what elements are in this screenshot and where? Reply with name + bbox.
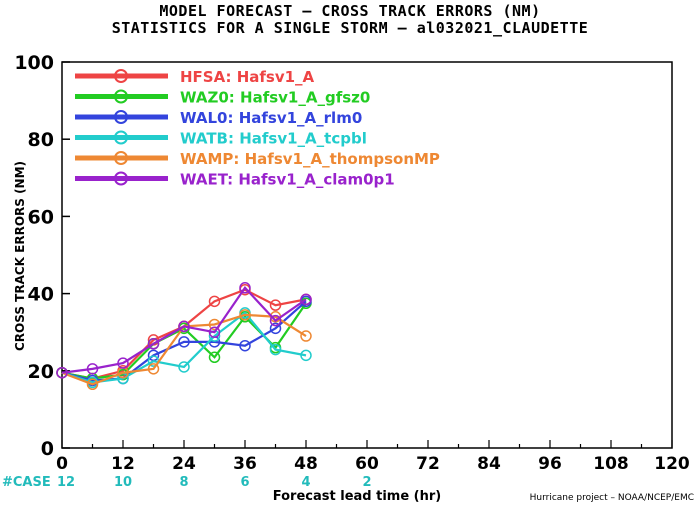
data-point (178, 361, 190, 373)
legend-item: WAET: Hafsv1_A_clam0p1 (75, 171, 395, 189)
legend-item: WAMP: Hafsv1_A_thompsonMP (75, 150, 440, 168)
legend-swatch-marker (114, 151, 128, 165)
legend-swatch-marker (114, 69, 128, 83)
data-point (147, 363, 160, 375)
series-line (61, 286, 307, 374)
legend-item: WAZ0: Hafsv1_A_gfsz0 (75, 89, 370, 107)
legend-item: WAL0: Hafsv1_A_rlm0 (75, 109, 362, 127)
case-count-value: 6 (240, 475, 249, 490)
plot-frame (61, 61, 673, 449)
data-point (269, 299, 282, 311)
data-point (56, 366, 68, 379)
y-tick-label: 20 (28, 361, 54, 383)
case-counts: #CASE 12 10 8 6 4 2 (2, 475, 372, 490)
x-tick-label: 0 (56, 454, 68, 474)
x-tick-label: 36 (233, 454, 257, 474)
legend: HFSA: Hafsv1_A WAZ0: Hafsv1_A_gfsz0 WAL0: … (75, 68, 440, 189)
case-count-value: 10 (114, 475, 132, 490)
data-point (178, 320, 190, 333)
case-count-value: 12 (57, 475, 75, 490)
legend-label: WAMP: Hafsv1_A_thompsonMP (180, 150, 440, 168)
axes: 0 20 40 60 80 100 0 12 24 36 48 60 72 84 96 108 120 (14, 52, 690, 474)
x-tick-label: 120 (654, 454, 690, 474)
data-point (269, 343, 282, 356)
y-tick-label: 100 (14, 52, 54, 74)
data-point (300, 330, 312, 342)
data-point (269, 322, 282, 335)
legend-swatch-marker (114, 110, 128, 124)
data-point (269, 314, 282, 327)
data-point (239, 339, 251, 352)
data-point (86, 378, 99, 391)
legend-label: HFSA: Hafsv1_A (180, 68, 315, 86)
x-tick-label: 108 (593, 454, 629, 474)
chart-subtitle: STATISTICS FOR A SINGLE STORM – al032021… (111, 19, 589, 37)
x-tick-label: 84 (477, 454, 501, 474)
data-point (208, 351, 221, 364)
case-count-value: 4 (301, 475, 310, 490)
y-tick-label: 80 (28, 129, 54, 151)
x-tick-label: 12 (111, 454, 135, 474)
y-tick-label: 60 (28, 206, 54, 228)
x-tick-label: 72 (416, 454, 440, 474)
y-axis-label: CROSS TRACK ERRORS (NM) (13, 161, 27, 351)
legend-item: HFSA: Hafsv1_A (75, 68, 315, 86)
legend-label: WAET: Hafsv1_A_clam0p1 (180, 171, 395, 189)
footer-credit: Hurricane project – NOAA/NCEP/EMC (529, 493, 694, 503)
y-tick-label: 0 (41, 438, 54, 460)
case-count-value: 2 (362, 475, 371, 490)
data-point (208, 295, 221, 308)
data-point (300, 293, 312, 306)
data-point (239, 309, 251, 321)
chart-title: MODEL FORECAST – CROSS TRACK ERRORS (NM) (159, 2, 541, 20)
data-point (239, 282, 251, 294)
legend-label: WAZ0: Hafsv1_A_gfsz0 (180, 89, 370, 107)
x-tick-label: 24 (172, 454, 196, 474)
legend-swatch-marker (114, 130, 128, 145)
data-point (300, 349, 312, 362)
data-point (86, 363, 99, 375)
legend-swatch-marker (114, 89, 128, 104)
x-tick-label: 60 (355, 454, 379, 474)
legend-label: WATB: Hafsv1_A_tcpbl (180, 130, 367, 148)
case-count-value: 8 (179, 475, 188, 490)
y-tick-label: 40 (28, 284, 54, 306)
series-line (61, 288, 307, 380)
series-lines (56, 282, 312, 391)
series (56, 282, 312, 379)
data-point (178, 336, 190, 348)
x-tick-label: 96 (538, 454, 562, 474)
data-point (208, 326, 221, 338)
x-axis-label: Forecast lead time (hr) (273, 489, 441, 504)
data-point (147, 338, 160, 350)
legend-swatch-marker (114, 171, 128, 186)
case-count-label: #CASE (2, 475, 51, 490)
legend-item: WATB: Hafsv1_A_tcpbl (75, 130, 367, 148)
legend-label: WAL0: Hafsv1_A_rlm0 (180, 109, 362, 127)
x-tick-label: 48 (294, 454, 318, 474)
data-point (117, 357, 129, 369)
